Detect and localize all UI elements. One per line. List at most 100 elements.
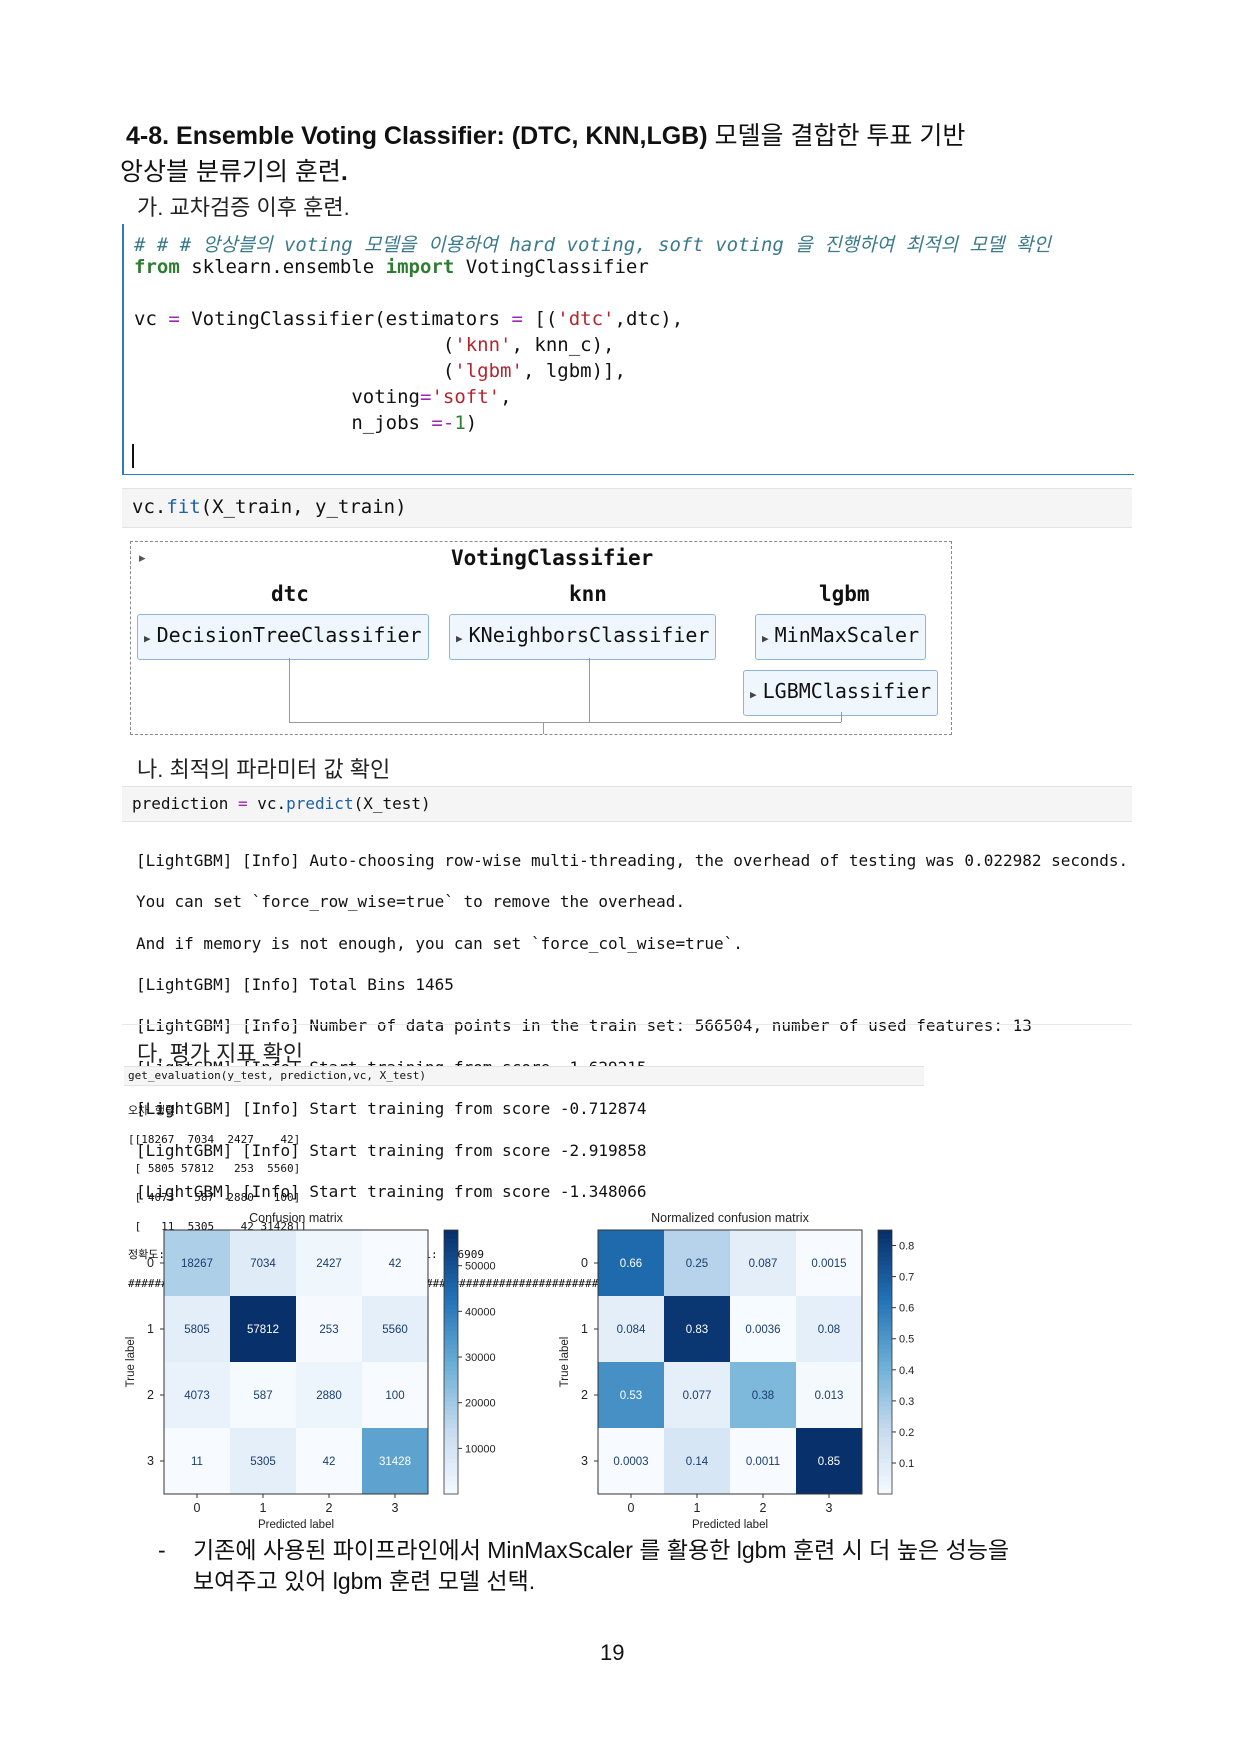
- colorbar-segment: [444, 1348, 458, 1354]
- kw-import: import: [385, 256, 455, 278]
- output-line: You can set `force_row_wise=true` to rem…: [136, 892, 686, 912]
- colorbar-segment: [878, 1472, 892, 1477]
- subsection-na: 나. 최적의 파라미터 값 확인: [137, 757, 391, 782]
- colorbar-segment: [878, 1432, 892, 1438]
- heatmap-cell: [164, 1230, 230, 1296]
- output-line: [LightGBM] [Info] Auto-choosing row-wise…: [136, 850, 1129, 870]
- code-token: vc: [134, 308, 169, 330]
- code-cell-eval[interactable]: get_evaluation(y_test, prediction,vc, X_…: [124, 1066, 924, 1086]
- voting-title[interactable]: VotingClassifier: [451, 546, 654, 570]
- cell-value-label: 31428: [379, 1456, 411, 1468]
- connector-line: [543, 722, 544, 734]
- code-token: ,: [500, 386, 512, 408]
- code-token: n_jobs: [134, 412, 432, 434]
- chart-title: Confusion matrix: [249, 1211, 344, 1225]
- colorbar-tick-label: 0.3: [899, 1396, 914, 1408]
- code-op: =: [419, 386, 432, 408]
- heatmap-cell: [164, 1428, 230, 1494]
- colorbar-segment: [878, 1247, 892, 1253]
- code-cell-fit[interactable]: vc.fit(X_train, y_train): [122, 488, 1132, 528]
- colorbar-segment: [444, 1463, 458, 1469]
- colorbar-segment: [878, 1282, 892, 1288]
- output-line: [LightGBM] [Info] Total Bins 1465: [136, 974, 454, 994]
- heatmap-cell: [730, 1428, 796, 1494]
- colorbar-segment: [444, 1410, 458, 1416]
- y-tick-label: 1: [147, 1322, 154, 1336]
- section-heading: 4-8. Ensemble Voting Classifier: (DTC, K…: [126, 118, 1086, 154]
- colorbar-segment: [878, 1291, 892, 1297]
- cell-value-label: 0.14: [686, 1456, 709, 1468]
- colorbar-segment: [444, 1331, 458, 1337]
- cell-value-label: 0.25: [686, 1258, 708, 1270]
- estimator-minmaxscaler[interactable]: ▶ MinMaxScaler: [755, 614, 927, 660]
- colorbar-segment: [878, 1370, 892, 1376]
- cell-value-label: 100: [385, 1390, 404, 1402]
- col-label-knn: knn: [569, 582, 607, 606]
- colorbar-tick-label: 10000: [465, 1443, 496, 1455]
- import-name: VotingClassifier: [454, 256, 649, 278]
- colorbar-segment: [878, 1489, 892, 1495]
- section-heading-line2: 앙상블 분류기의 훈련.: [120, 154, 348, 190]
- colorbar-segment: [878, 1379, 892, 1385]
- colorbar-segment: [878, 1265, 892, 1271]
- x-axis-label: Predicted label: [258, 1519, 334, 1530]
- colorbar-segment: [878, 1256, 892, 1262]
- estimator-lgbm[interactable]: ▶ LGBMClassifier: [743, 670, 939, 716]
- colorbar-segment: [878, 1252, 892, 1257]
- code-token: , knn_c),: [511, 334, 615, 356]
- expand-icon[interactable]: ▸: [139, 550, 146, 565]
- colorbar-segment: [878, 1467, 892, 1473]
- estimator-label: MinMaxScaler: [774, 623, 920, 647]
- colorbar-segment: [444, 1388, 458, 1394]
- code-token: (: [134, 334, 455, 356]
- colorbar-segment: [878, 1485, 892, 1491]
- x-tick-label: 1: [694, 1501, 701, 1515]
- code-token: ,dtc),: [614, 308, 684, 330]
- estimator-decision-tree[interactable]: ▶ DecisionTreeClassifier: [137, 614, 429, 660]
- output-line: [LightGBM] [Info] Number of data points …: [136, 1016, 1032, 1036]
- code-token: VotingClassifier(estimators: [179, 308, 512, 330]
- import-module: sklearn.ensemble: [179, 256, 386, 278]
- expand-icon: ▶: [144, 632, 151, 645]
- colorbar-tick-label: 0.7: [899, 1272, 914, 1284]
- cell-value-label: 5305: [250, 1456, 276, 1468]
- code-token: ): [465, 412, 478, 434]
- code-cell-predict[interactable]: prediction = vc.predict(X_test): [122, 786, 1132, 822]
- chart-title: Normalized confusion matrix: [651, 1211, 809, 1225]
- heatmap-cell: [796, 1296, 862, 1362]
- colorbar-frame: [877, 1229, 893, 1495]
- colorbar-segment: [444, 1467, 458, 1473]
- heading-rest: 모델을 결합한 투표 기반: [707, 122, 966, 150]
- output-line: [LightGBM] [Info] Start training from sc…: [136, 1181, 647, 1201]
- colorbar-segment: [444, 1401, 458, 1407]
- heatmap-cell: [230, 1230, 296, 1296]
- lgbm-output: [LightGBM] [Info] Auto-choosing row-wise…: [136, 830, 1128, 1223]
- colorbar-segment: [878, 1269, 892, 1275]
- colorbar-segment: [444, 1423, 458, 1429]
- colorbar-segment: [878, 1480, 892, 1486]
- colorbar-segment: [444, 1278, 458, 1284]
- cell-value-label: 57812: [247, 1324, 279, 1336]
- output-line: 오차 행렬: [128, 1104, 176, 1118]
- colorbar-segment: [444, 1230, 458, 1235]
- heatmap-cell: [230, 1362, 296, 1428]
- colorbar-segment: [878, 1445, 892, 1451]
- heatmap-cell: [164, 1362, 230, 1428]
- colorbar-segment: [444, 1322, 458, 1328]
- colorbar-segment: [444, 1238, 458, 1244]
- code-function: predict: [286, 794, 354, 813]
- y-axis-label: True label: [559, 1337, 571, 1388]
- estimator-label: KNeighborsClassifier: [468, 623, 710, 647]
- colorbar-segment: [878, 1348, 892, 1354]
- estimator-kneighbors[interactable]: ▶ KNeighborsClassifier: [449, 614, 717, 660]
- colorbar-tick-label: 0.5: [899, 1334, 914, 1346]
- colorbar-segment: [444, 1370, 458, 1376]
- code-token: [(: [522, 308, 558, 330]
- code-function: fit: [166, 496, 201, 518]
- plot-frame: [597, 1229, 863, 1495]
- cell-value-label: 0.084: [617, 1324, 646, 1336]
- code-cell-voting[interactable]: # # # 앙상블의 voting 모델을 이용하여 hard voting, …: [122, 224, 1134, 475]
- colorbar-segment: [878, 1476, 892, 1482]
- connector-line: [589, 658, 590, 722]
- connector-line: [289, 658, 290, 722]
